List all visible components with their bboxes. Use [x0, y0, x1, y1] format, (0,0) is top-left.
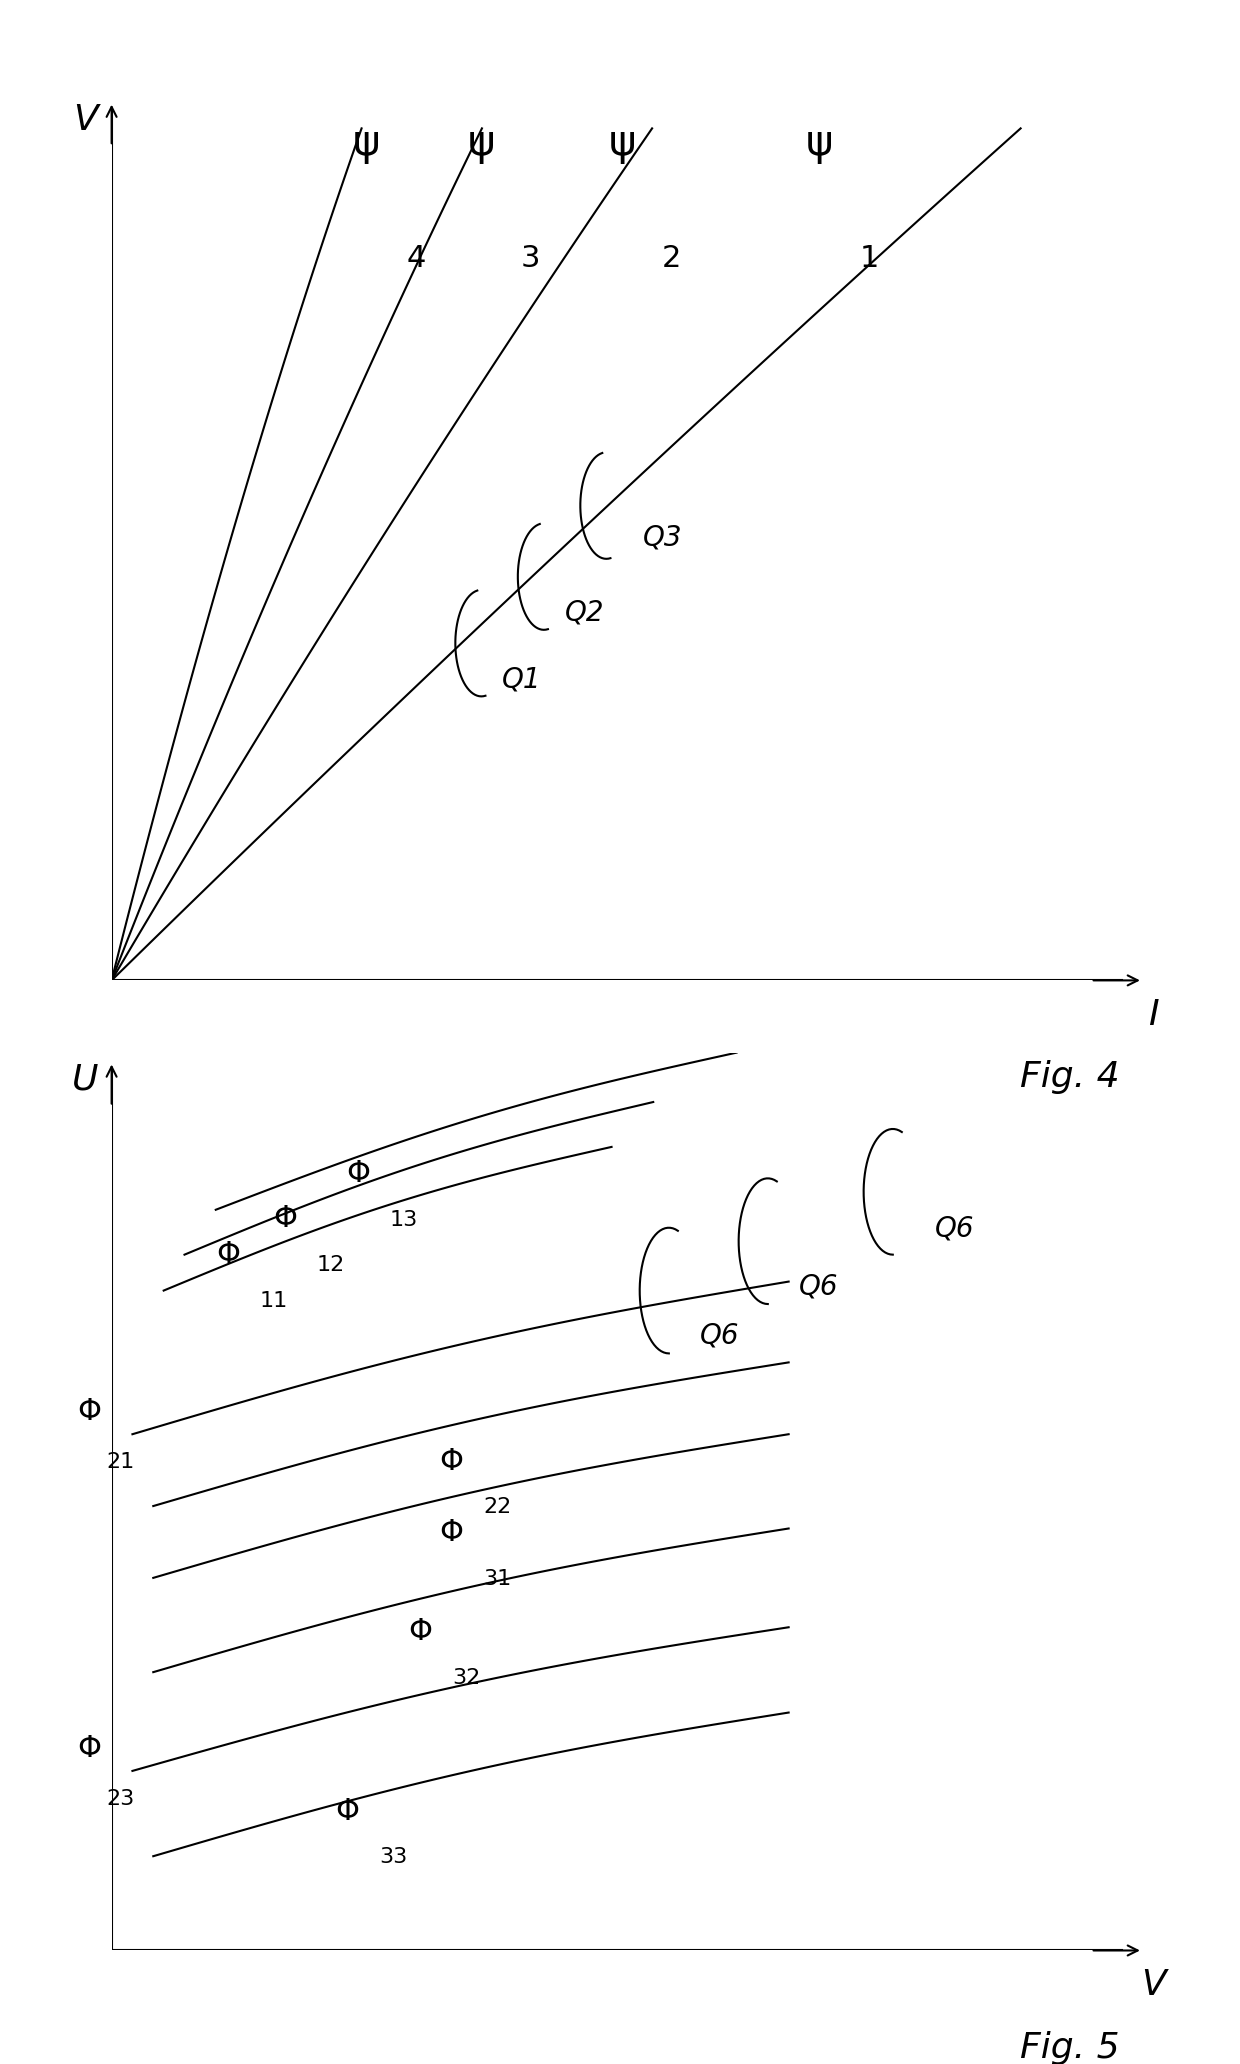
Text: Q3: Q3 — [642, 524, 682, 551]
Text: 12: 12 — [316, 1255, 345, 1276]
Text: 23: 23 — [107, 1789, 135, 1808]
Text: 11: 11 — [259, 1290, 288, 1311]
Text: 1: 1 — [859, 244, 879, 272]
Text: V: V — [73, 103, 98, 136]
Text: Φ: Φ — [440, 1519, 464, 1548]
Text: Φ: Φ — [440, 1447, 464, 1476]
Text: 33: 33 — [379, 1847, 408, 1868]
Text: 22: 22 — [484, 1496, 512, 1517]
Text: 13: 13 — [389, 1210, 418, 1230]
Text: Φ: Φ — [408, 1618, 433, 1647]
Text: 3: 3 — [521, 244, 541, 272]
Text: V: V — [1141, 1969, 1166, 2002]
Text: ψ: ψ — [467, 122, 495, 163]
Text: Q2: Q2 — [564, 599, 604, 627]
Text: Fig. 5: Fig. 5 — [1021, 2031, 1120, 2064]
Text: U: U — [72, 1063, 99, 1096]
Text: Φ: Φ — [77, 1734, 102, 1763]
Text: Φ: Φ — [336, 1798, 360, 1827]
Text: 21: 21 — [107, 1453, 135, 1472]
Text: ψ: ψ — [806, 122, 833, 163]
Text: Φ: Φ — [346, 1160, 370, 1189]
Text: Φ: Φ — [273, 1203, 298, 1234]
Text: Q6: Q6 — [701, 1323, 739, 1350]
Text: Q6: Q6 — [935, 1214, 973, 1243]
Text: Fig. 4: Fig. 4 — [1021, 1061, 1120, 1094]
Text: Φ: Φ — [216, 1240, 239, 1269]
Text: 31: 31 — [484, 1569, 512, 1589]
Text: I: I — [1148, 999, 1158, 1032]
Text: Φ: Φ — [77, 1397, 102, 1426]
Text: Q1: Q1 — [502, 665, 542, 694]
Text: Q6: Q6 — [799, 1273, 838, 1300]
Text: 2: 2 — [662, 244, 681, 272]
Text: ψ: ψ — [353, 122, 381, 163]
Text: 32: 32 — [453, 1668, 480, 1688]
Text: ψ: ψ — [609, 122, 636, 163]
Text: 4: 4 — [407, 244, 425, 272]
